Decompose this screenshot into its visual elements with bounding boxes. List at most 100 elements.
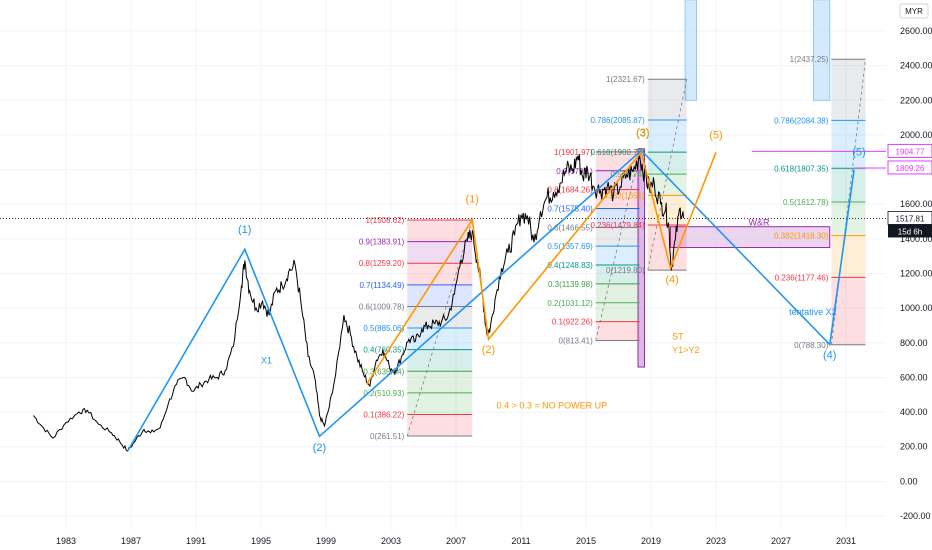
- x-tick-label-9: 2019: [641, 536, 661, 546]
- wave-label-8: (4): [823, 349, 836, 361]
- fib-0-band-6: [407, 349, 473, 372]
- y-tick-label-12: 2200.00: [900, 95, 932, 105]
- fib-2-level-label-5: 0.236(1479.84): [590, 221, 645, 230]
- fib-retracements-layer: 1(1508.62) 0.9(1383.91) 0.8(1259.20) 0.7(11…: [359, 55, 866, 441]
- fib-0-level-label-5: 0.5(885.06): [363, 324, 404, 333]
- wave-label-2: (1): [466, 193, 479, 205]
- price-tag-label-1: 1809.26: [896, 164, 925, 173]
- price-axis-background: [886, 0, 932, 530]
- zones-layer: [637, 0, 831, 368]
- annotation-w-r: W&R: [749, 217, 770, 227]
- currency-badge[interactable]: MYR: [899, 3, 929, 19]
- fib-0-band-1: [407, 241, 473, 264]
- y-tick-label-7: 1200.00: [900, 269, 932, 279]
- wave-label-7: (5): [709, 129, 722, 141]
- fib-0-band-0: [407, 220, 473, 242]
- x-tick-label-5: 2003: [381, 536, 401, 546]
- x-tick-label-12: 2031: [836, 536, 856, 546]
- y-tick-label-9: 1600.00: [900, 199, 932, 209]
- wave-label-9: (5): [852, 147, 865, 159]
- fib-3-level-label-1: 0.786(2084.38): [774, 116, 829, 125]
- fib-1-level-label-9: 0.1(922.26): [552, 318, 593, 327]
- wave-label-6: (4): [665, 274, 678, 286]
- fib-0-level-label-3: 0.7(1134.49): [359, 281, 404, 290]
- x-tick-label-8: 2015: [576, 536, 596, 546]
- x-tick-label-4: 1999: [316, 536, 336, 546]
- fib-0-level-label-1: 0.9(1383.91): [359, 238, 405, 247]
- fib-0-band-8: [407, 392, 473, 415]
- fib-3-level-label-6: 0(788.30): [794, 341, 829, 350]
- fib-0-band-3: [407, 284, 473, 307]
- fib-3-band-0: [831, 59, 866, 121]
- fib-2-band-3: [647, 174, 687, 196]
- fib-3-level-label-0: 1(2437.25): [790, 55, 829, 64]
- wave-label-5: (3): [636, 127, 649, 139]
- fib-2-level-label-4: 0.382(1651): [602, 191, 645, 200]
- currency-label: MYR: [905, 7, 923, 16]
- zone-2: [684, 0, 697, 101]
- x-tick-label-11: 2027: [771, 536, 791, 546]
- annotation-layer: (1)(2)(1)(2)(3)(3)(4)(5)(4)(5)X10.4 > 0.…: [238, 127, 866, 454]
- fib-1-band-8: [595, 302, 640, 322]
- time-axis[interactable]: 1983 1987 1991 1995 1999 2003 2007 2011 2015 2019…: [0, 530, 886, 550]
- x-tick-label-0: 1983: [56, 536, 76, 546]
- fib-0-level-label-4: 0.6(1009.78): [359, 302, 405, 311]
- fib-1-level-label-1: 0.9(1793.): [556, 167, 593, 176]
- wave-label-1: (2): [313, 442, 326, 454]
- y-tick-label-14: 2600.00: [900, 26, 932, 36]
- fib-1-level-label-5: 0.5(1357.69): [547, 242, 593, 251]
- fib-1-level-label-6: 0.4(1248.83): [547, 261, 593, 270]
- fib-1-band-3: [595, 208, 640, 228]
- fib-1-level-label-3: 0.7(1575.40): [547, 204, 593, 213]
- fib-1-level-label-10: 0(813.41): [559, 336, 594, 345]
- y-tick-label-13: 2400.00: [900, 61, 932, 71]
- fib-0-level-label-8: 0.2(510.93): [363, 389, 404, 398]
- fib-3-band-2: [831, 168, 866, 203]
- fib-1-level-label-0: 1(1901.97): [554, 148, 593, 157]
- fib-3-level-label-5: 0.236(1177.46): [775, 273, 829, 282]
- fib-3-level-label-3: 0.5(1612.78): [783, 198, 829, 207]
- fib-0-level-label-7: 0.3(635.64): [363, 367, 404, 376]
- fib-0-level-label-6: 0.4(760.35): [363, 346, 404, 355]
- fib-0-level-label-0: 1(1508.62): [366, 216, 405, 225]
- fib-1-level-label-2: 0.8(1684.26): [547, 186, 593, 195]
- fib-0-level-label-2: 0.8(1259.20): [359, 259, 405, 268]
- fib-2-level-label-1: 0.786(2085.87): [590, 116, 645, 125]
- y-tick-label-4: 600.00: [900, 372, 928, 382]
- y-tick-label-6: 1000.00: [900, 303, 932, 313]
- price-tag-label-0: 1904.77: [896, 147, 925, 156]
- zone-3: [813, 0, 831, 101]
- time-axis-background: [0, 530, 886, 550]
- fib-2-level-label-6: 0(1219.80): [606, 266, 645, 275]
- price-axis[interactable]: -200.00 0.00 200.00 400.00 600.00 800.00 1000.…: [886, 0, 932, 530]
- x-tick-label-6: 2007: [446, 536, 466, 546]
- fib-0-level-label-9: 0.1(386.22): [363, 410, 404, 419]
- fib-3-band-1: [831, 120, 866, 169]
- fib-1-band-5: [595, 246, 640, 266]
- wave-line-0: [127, 149, 855, 452]
- fib-0-band-2: [407, 263, 473, 285]
- x-tick-label-2: 1991: [186, 536, 206, 546]
- y-tick-label-5: 800.00: [900, 338, 928, 348]
- annotation-0-4-0-3-no-power-up: 0.4 > 0.3 = NO POWER UP: [497, 401, 608, 411]
- x-tick-label-1: 1987: [121, 536, 141, 546]
- fib-2-level-label-0: 1(2321.67): [606, 75, 645, 84]
- annotation-y1-y2: Y1>Y2: [672, 345, 699, 355]
- wave-label-0: (1): [238, 224, 251, 236]
- x-tick-label-7: 2011: [511, 536, 530, 546]
- price-line: [33, 154, 684, 452]
- fib-3-band-4: [831, 235, 866, 278]
- y-tick-label-1: 0.00: [900, 476, 918, 486]
- annotation-x1: X1: [261, 356, 272, 366]
- fib-0-level-label-10: 0(261.51): [370, 432, 405, 441]
- price-series-layer: [0, 150, 886, 452]
- fib-1-band-0: [595, 151, 640, 171]
- fib-3-level-label-4: 0.382(1418.30): [774, 232, 829, 241]
- y-tick-label-0: -200.00: [900, 511, 931, 521]
- fib-2-trend-line: [647, 79, 688, 271]
- fib-3-level-label-2: 0.618(1807.35): [774, 164, 829, 173]
- annotation-tentative-x2: tentative X2: [789, 307, 837, 317]
- currency-badge-box: [899, 3, 929, 19]
